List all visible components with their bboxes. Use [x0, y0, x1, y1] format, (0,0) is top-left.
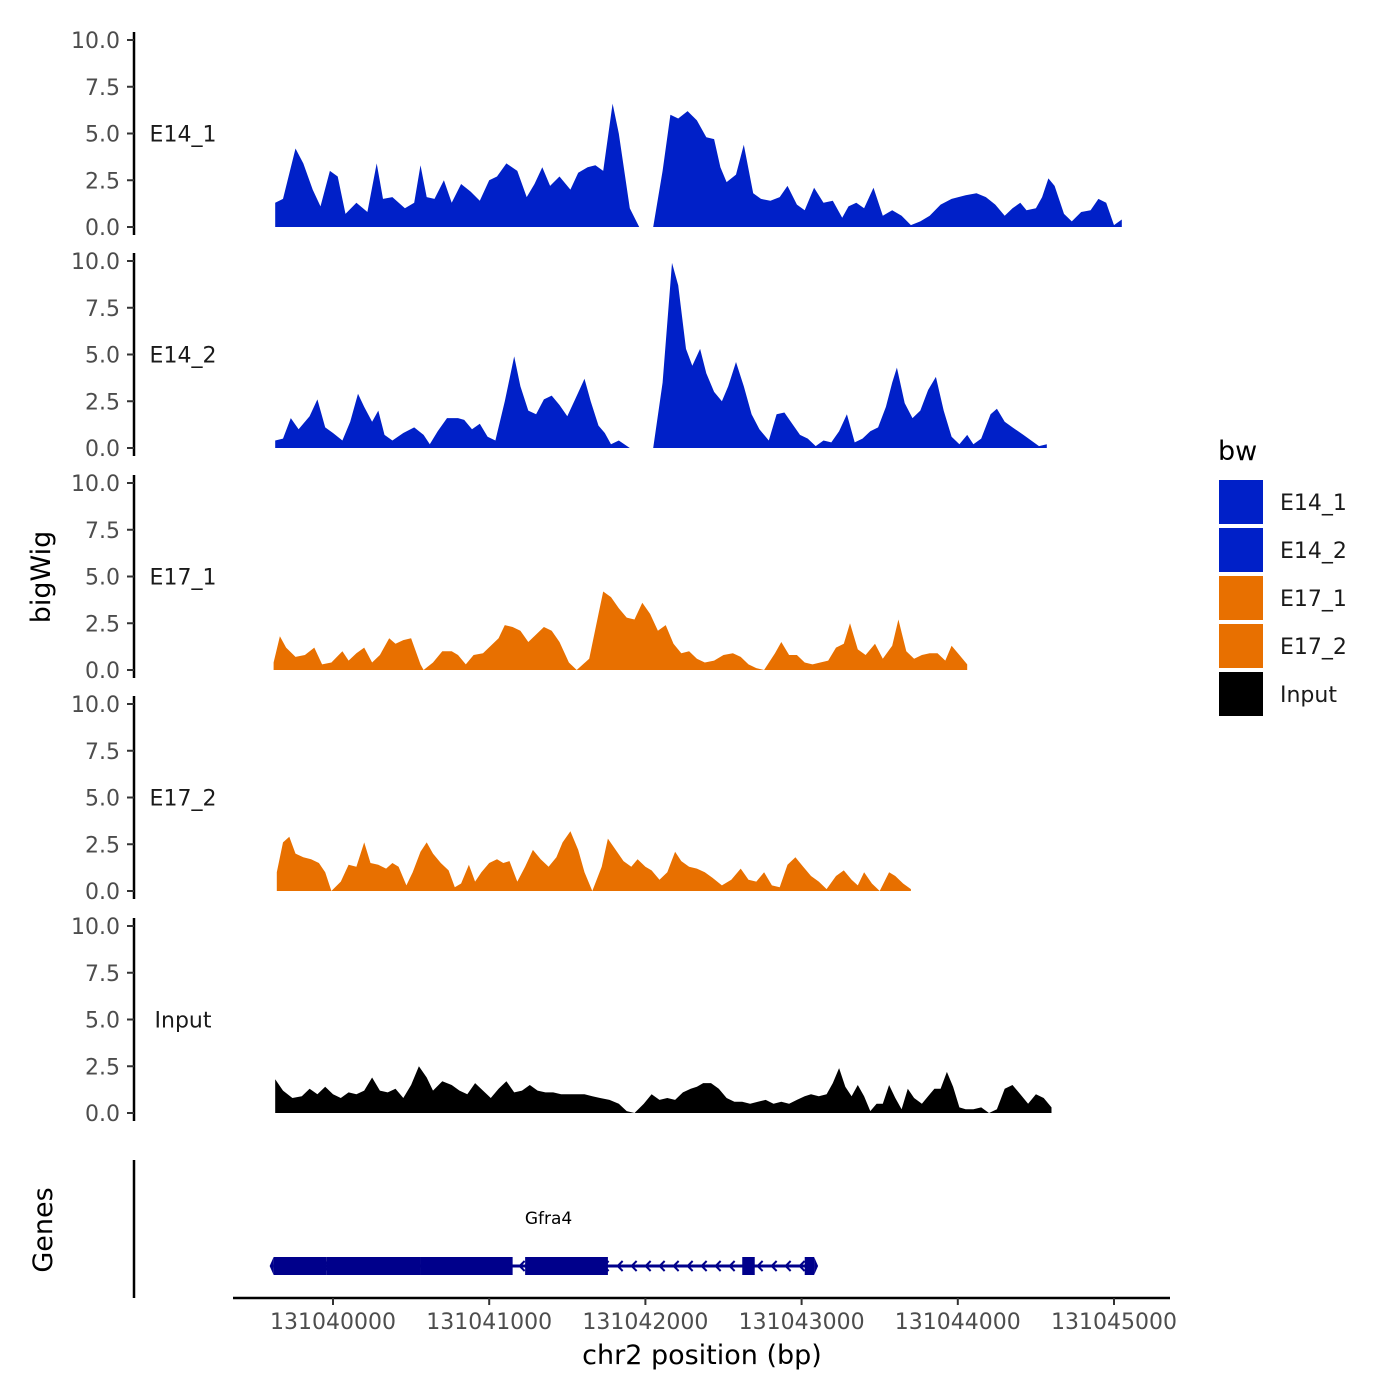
- x-tick-label: 131044000: [895, 1310, 1021, 1335]
- exon: [804, 1257, 815, 1275]
- y-tick-label: 2.5: [85, 833, 120, 858]
- exon: [525, 1257, 608, 1275]
- legend-item-E14_2: E14_2: [1219, 528, 1347, 572]
- legend-label: E17_1: [1280, 587, 1347, 612]
- y-tick-label: 0.0: [85, 437, 120, 462]
- strand-arrow: [686, 1260, 694, 1272]
- y-axis-title-genes: Genes: [28, 1187, 59, 1272]
- track-E14_2: 0.0 2.5 5.0 7.5 10.0 E14_2: [71, 250, 1047, 462]
- gene-start-cap: [269, 1257, 274, 1275]
- gene-end-cap: [814, 1257, 819, 1275]
- area-Input: [275, 1066, 1052, 1113]
- track-E17_1: 0.0 2.5 5.0 7.5 10.0 E17_1: [71, 472, 968, 684]
- y-tick-label: 7.5: [85, 740, 120, 765]
- y-tick-label: 0.0: [85, 1102, 120, 1127]
- area-E17_2: [276, 831, 911, 891]
- gene-Gfra4: Gfra4: [269, 1209, 819, 1275]
- legend-label: Input: [1280, 683, 1337, 708]
- track-label-E14_2: E14_2: [150, 344, 217, 369]
- x-tick-label: 131040000: [270, 1310, 396, 1335]
- legend-swatch: [1219, 576, 1263, 620]
- x-tick-label: 131042000: [582, 1310, 708, 1335]
- legend-swatch: [1219, 480, 1263, 524]
- track-label-E14_1: E14_1: [150, 123, 217, 148]
- y-axis-title-bigwig: bigWig: [26, 531, 57, 624]
- y-tick-label: 2.5: [85, 1055, 120, 1080]
- area-E14_1: [275, 103, 1122, 227]
- strand-arrow: [630, 1260, 638, 1272]
- legend-label: E14_2: [1280, 539, 1347, 564]
- y-tick-label: 10.0: [71, 472, 120, 497]
- x-axis-title: chr2 position (bp): [582, 1340, 822, 1371]
- x-tick-label: 131045000: [1051, 1310, 1177, 1335]
- track-label-E17_2: E17_2: [150, 787, 217, 812]
- y-tick-label: 7.5: [85, 962, 120, 987]
- y-tick-label: 10.0: [71, 250, 120, 275]
- y-tick-label: 7.5: [85, 297, 120, 322]
- track-label-E17_1: E17_1: [150, 566, 217, 591]
- x-tick-label: 131041000: [426, 1310, 552, 1335]
- strand-arrow: [644, 1260, 652, 1272]
- y-tick-label: 10.0: [71, 915, 120, 940]
- y-tick-label: 5.0: [85, 787, 120, 812]
- legend-item-E14_1: E14_1: [1219, 480, 1347, 524]
- y-tick-label: 7.5: [85, 76, 120, 101]
- y-tick-label: 5.0: [85, 344, 120, 369]
- legend-item-E17_1: E17_1: [1219, 576, 1347, 620]
- signal-tracks: 0.0 2.5 5.0 7.5 10.0 E14_1 0.0 2.5 5.0 7.5 10.0 E14…: [71, 29, 1122, 1127]
- exon: [742, 1257, 755, 1275]
- legend-swatch: [1219, 624, 1263, 668]
- x-axis: 131040000 131041000 131042000 131043000 1310…: [233, 1296, 1177, 1335]
- exon: [420, 1257, 513, 1275]
- gene-label: Gfra4: [525, 1209, 572, 1229]
- gene-track: Gfra4: [132, 1160, 819, 1298]
- y-tick-label: 10.0: [71, 29, 120, 54]
- exon: [326, 1257, 421, 1275]
- track-label-Input: Input: [155, 1009, 212, 1034]
- strand-arrow: [700, 1260, 708, 1272]
- y-tick-label: 2.5: [85, 390, 120, 415]
- y-tick-label: 5.0: [85, 566, 120, 591]
- legend-item-Input: Input: [1219, 672, 1337, 716]
- strand-arrow: [728, 1260, 736, 1272]
- legend-swatch: [1219, 528, 1263, 572]
- strand-arrow: [770, 1260, 778, 1272]
- y-tick-label: 2.5: [85, 612, 120, 637]
- y-tick-label: 0.0: [85, 659, 120, 684]
- legend-label: E17_2: [1280, 635, 1347, 660]
- legend: E14_1 E14_2 E17_1 E17_2 Input: [1219, 480, 1347, 716]
- y-tick-label: 5.0: [85, 123, 120, 148]
- area-E17_1: [273, 591, 968, 670]
- strand-arrow: [784, 1260, 792, 1272]
- strand-arrow: [518, 1260, 526, 1272]
- y-tick-label: 0.0: [85, 880, 120, 905]
- track-E17_2: 0.0 2.5 5.0 7.5 10.0 E17_2: [71, 693, 911, 905]
- y-tick-label: 2.5: [85, 169, 120, 194]
- legend-label: E14_1: [1280, 491, 1347, 516]
- strand-arrow: [616, 1260, 624, 1272]
- track-Input: 0.0 2.5 5.0 7.5 10.0 Input: [71, 915, 1052, 1127]
- x-tick-label: 131043000: [739, 1310, 865, 1335]
- area-E14_2: [275, 262, 1047, 448]
- y-tick-label: 0.0: [85, 216, 120, 241]
- y-tick-label: 7.5: [85, 519, 120, 544]
- strand-arrow: [798, 1260, 806, 1272]
- strand-arrow: [658, 1260, 666, 1272]
- legend-swatch: [1219, 672, 1263, 716]
- strand-arrow: [714, 1260, 722, 1272]
- legend-item-E17_2: E17_2: [1219, 624, 1347, 668]
- strand-arrow: [756, 1260, 764, 1272]
- legend-title: bw: [1218, 436, 1257, 467]
- strand-arrow: [672, 1260, 680, 1272]
- y-tick-label: 10.0: [71, 693, 120, 718]
- y-tick-label: 5.0: [85, 1009, 120, 1034]
- track-E14_1: 0.0 2.5 5.0 7.5 10.0 E14_1: [71, 29, 1122, 241]
- exon: [273, 1257, 327, 1275]
